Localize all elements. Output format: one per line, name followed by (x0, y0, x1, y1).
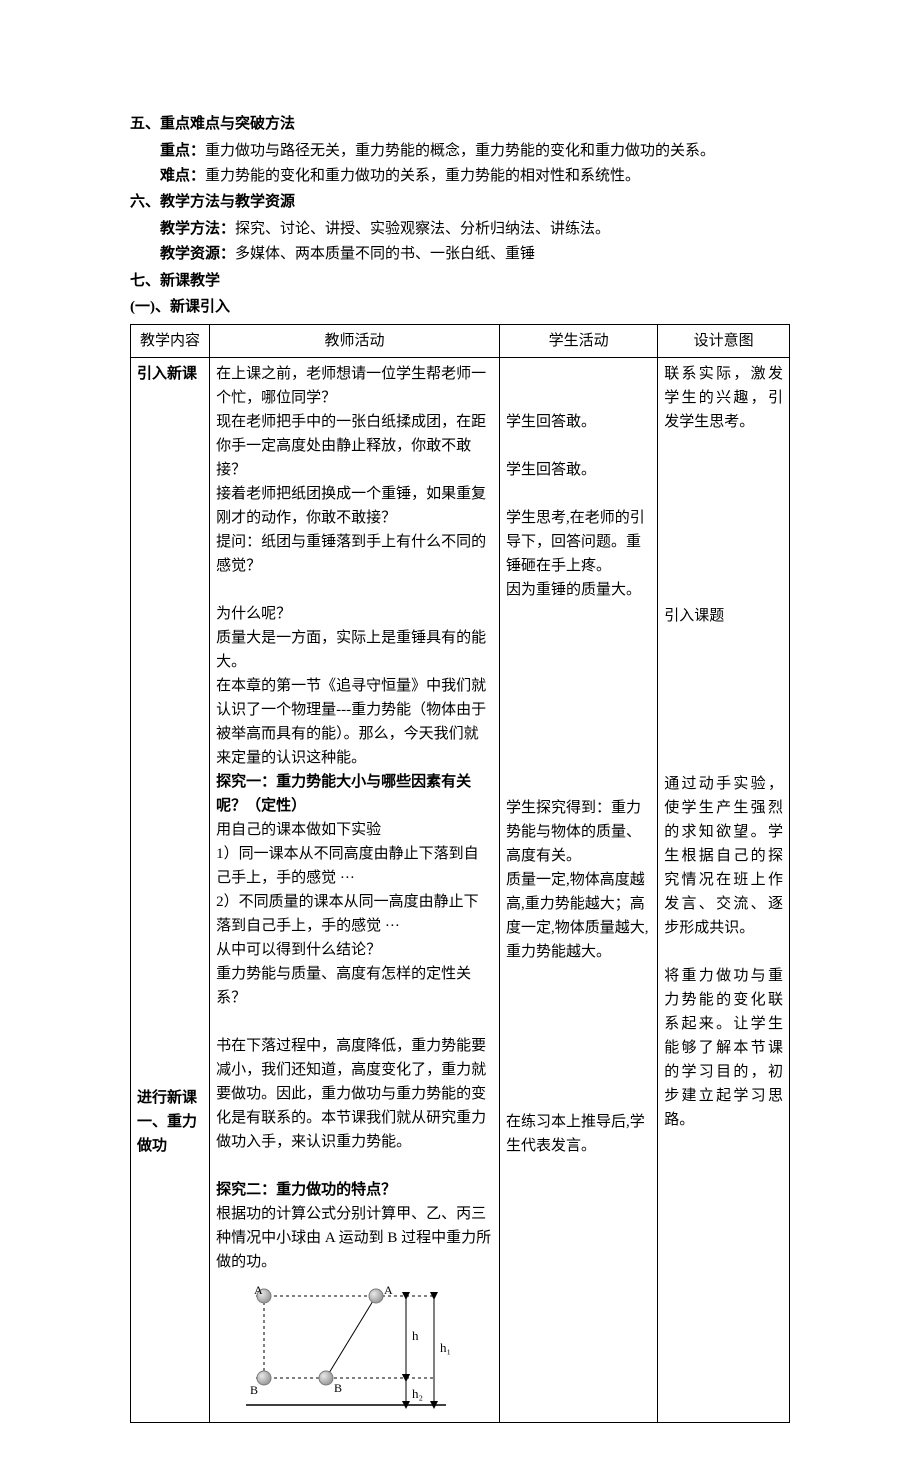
lesson-table: 教学内容 教师活动 学生活动 设计意图 引入新课 进行新课 一、重力做功 在上课… (130, 324, 790, 1423)
label-A1: A (254, 1283, 263, 1297)
t-e1-p4: 从中可以得到什么结论？ (216, 938, 493, 962)
cell-teacher: 在上课之前，老师想请一位学生帮老师一个忙，哪位同学？ 现在老师把手中的一张白纸揉… (210, 358, 500, 1423)
s-p6: 质量一定,物体高度越高,重力势能越大；高度一定,物体质量越大,重力势能越大。 (506, 868, 651, 964)
i-p1: 联系实际，激发学生的兴趣，引发学生思考。 (664, 362, 783, 434)
key-point-label: 重点： (160, 143, 205, 159)
t-e1-p6: 书在下落过程中，高度降低，重力势能要减小，我们还知道，高度变化了，重力就要做功。… (216, 1034, 493, 1154)
t-p7: 在本章的第一节《追寻守恒量》中我们就认识了一个物理量---重力势能（物体由于被举… (216, 674, 493, 770)
resource-text: 多媒体、两本质量不同的书、一张白纸、重锤 (235, 246, 535, 262)
s-p2: 学生回答敢。 (506, 458, 651, 482)
t-e2-title: 探究二：重力做功的特点？ (216, 1178, 493, 1202)
th-content: 教学内容 (131, 325, 210, 358)
section-5-body: 重点：重力做功与路径无关，重力势能的概念，重力势能的变化和重力做功的关系。 难点… (130, 139, 790, 189)
th-student: 学生活动 (500, 325, 658, 358)
method-text: 探究、讨论、讲授、实验观察法、分析归纳法、讲练法。 (235, 221, 610, 237)
difficult-point-label: 难点： (160, 168, 205, 184)
t-p3: 接着老师把纸团换成一个重锤，如果重复刚才的动作，你敢不敢接？ (216, 482, 493, 530)
label-A2: A (384, 1283, 393, 1297)
i-p4: 将重力做功与重力势能的变化联系起来。让学生能够了解本节课的学习目的，初步建立起学… (664, 964, 783, 1132)
t-e1-p2: 1）同一课本从不同高度由静止下落到自己手上，手的感觉 ··· (216, 842, 493, 890)
th-teacher: 教师活动 (210, 325, 500, 358)
s-p4: 因为重锤的质量大。 (506, 578, 651, 602)
key-point-line: 重点：重力做功与路径无关，重力势能的概念，重力势能的变化和重力做功的关系。 (160, 139, 790, 164)
intro-label: 引入新课 (137, 362, 203, 386)
difficult-point-text: 重力势能的变化和重力做功的关系，重力势能的相对性和系统性。 (205, 168, 640, 184)
label-B2: B (334, 1381, 342, 1395)
t-p5: 为什么呢？ (216, 602, 493, 626)
section-7-title: 七、新课教学 (130, 269, 790, 294)
t-p2: 现在老师把手中的一张白纸揉成团，在距你手一定高度处由静止释放，你敢不敢接？ (216, 410, 493, 482)
t-p4: 提问：纸团与重锤落到手上有什么不同的感觉？ (216, 530, 493, 578)
s-p7: 在练习本上推导后,学生代表发言。 (506, 1110, 651, 1158)
resource-label: 教学资源： (160, 246, 235, 262)
i-p3: 通过动手实验，使学生产生强烈的求知欲望。学生根据自己的探究情况在班上作发言、交流… (664, 772, 783, 940)
label-h1: h₁ (440, 1340, 451, 1355)
section-6-body: 教学方法：探究、讨论、讲授、实验观察法、分析归纳法、讲练法。 教学资源：多媒体、… (130, 217, 790, 267)
method-line: 教学方法：探究、讨论、讲授、实验观察法、分析归纳法、讲练法。 (160, 217, 790, 242)
method-label: 教学方法： (160, 221, 235, 237)
resource-line: 教学资源：多媒体、两本质量不同的书、一张白纸、重锤 (160, 242, 790, 267)
t-p6: 质量大是一方面，实际上是重锤具有的能大。 (216, 626, 493, 674)
cell-intent: 联系实际，激发学生的兴趣，引发学生思考。 引入课题 通过动手实验，使学生产生强烈… (658, 358, 790, 1423)
label-h: h (412, 1328, 419, 1343)
diagram-wrap: A B A B h (216, 1280, 493, 1418)
t-e1-p3: 2）不同质量的课本从同一高度由静止下落到自己手上，手的感觉 ··· (216, 890, 493, 938)
label-h2: h₂ (412, 1386, 423, 1401)
key-point-text: 重力做功与路径无关，重力势能的概念，重力势能的变化和重力做功的关系。 (205, 143, 715, 159)
label-B1: B (250, 1383, 258, 1397)
t-e1-title: 探究一：重力势能大小与哪些因素有关呢？（定性） (216, 770, 493, 818)
s-p5: 学生探究得到：重力势能与物体的质量、高度有关。 (506, 796, 651, 868)
t-e1-p1: 用自己的课本做如下实验 (216, 818, 493, 842)
t-e2-p1: 根据功的计算公式分别计算甲、乙、丙三种情况中小球由 A 运动到 B 过程中重力所… (216, 1202, 493, 1274)
i-p2: 引入课题 (664, 604, 783, 628)
page: 五、重点难点与突破方法 重点：重力做功与路径无关，重力势能的概念，重力势能的变化… (0, 0, 920, 1463)
cell-student: 学生回答敢。 学生回答敢。 学生思考,在老师的引导下，回答问题。重锤砸在手上疼。… (500, 358, 658, 1423)
table-header-row: 教学内容 教师活动 学生活动 设计意图 (131, 325, 790, 358)
table-row: 引入新课 进行新课 一、重力做功 在上课之前，老师想请一位学生帮老师一个忙，哪位… (131, 358, 790, 1423)
section-7-sub1: (一)、新课引入 (130, 295, 790, 320)
cell-content: 引入新课 进行新课 一、重力做功 (131, 358, 210, 1423)
section-6-title: 六、教学方法与教学资源 (130, 190, 790, 215)
s-p1: 学生回答敢。 (506, 410, 651, 434)
lesson-label: 进行新课 一、重力做功 (137, 1086, 203, 1158)
work-diagram: A B A B h (216, 1280, 476, 1410)
t-e1-p5: 重力势能与质量、高度有怎样的定性关系？ (216, 962, 493, 1010)
t-p1: 在上课之前，老师想请一位学生帮老师一个忙，哪位同学？ (216, 362, 493, 410)
s-p3: 学生思考,在老师的引导下，回答问题。重锤砸在手上疼。 (506, 506, 651, 578)
difficult-point-line: 难点：重力势能的变化和重力做功的关系，重力势能的相对性和系统性。 (160, 164, 790, 189)
section-5-title: 五、重点难点与突破方法 (130, 112, 790, 137)
th-intent: 设计意图 (658, 325, 790, 358)
